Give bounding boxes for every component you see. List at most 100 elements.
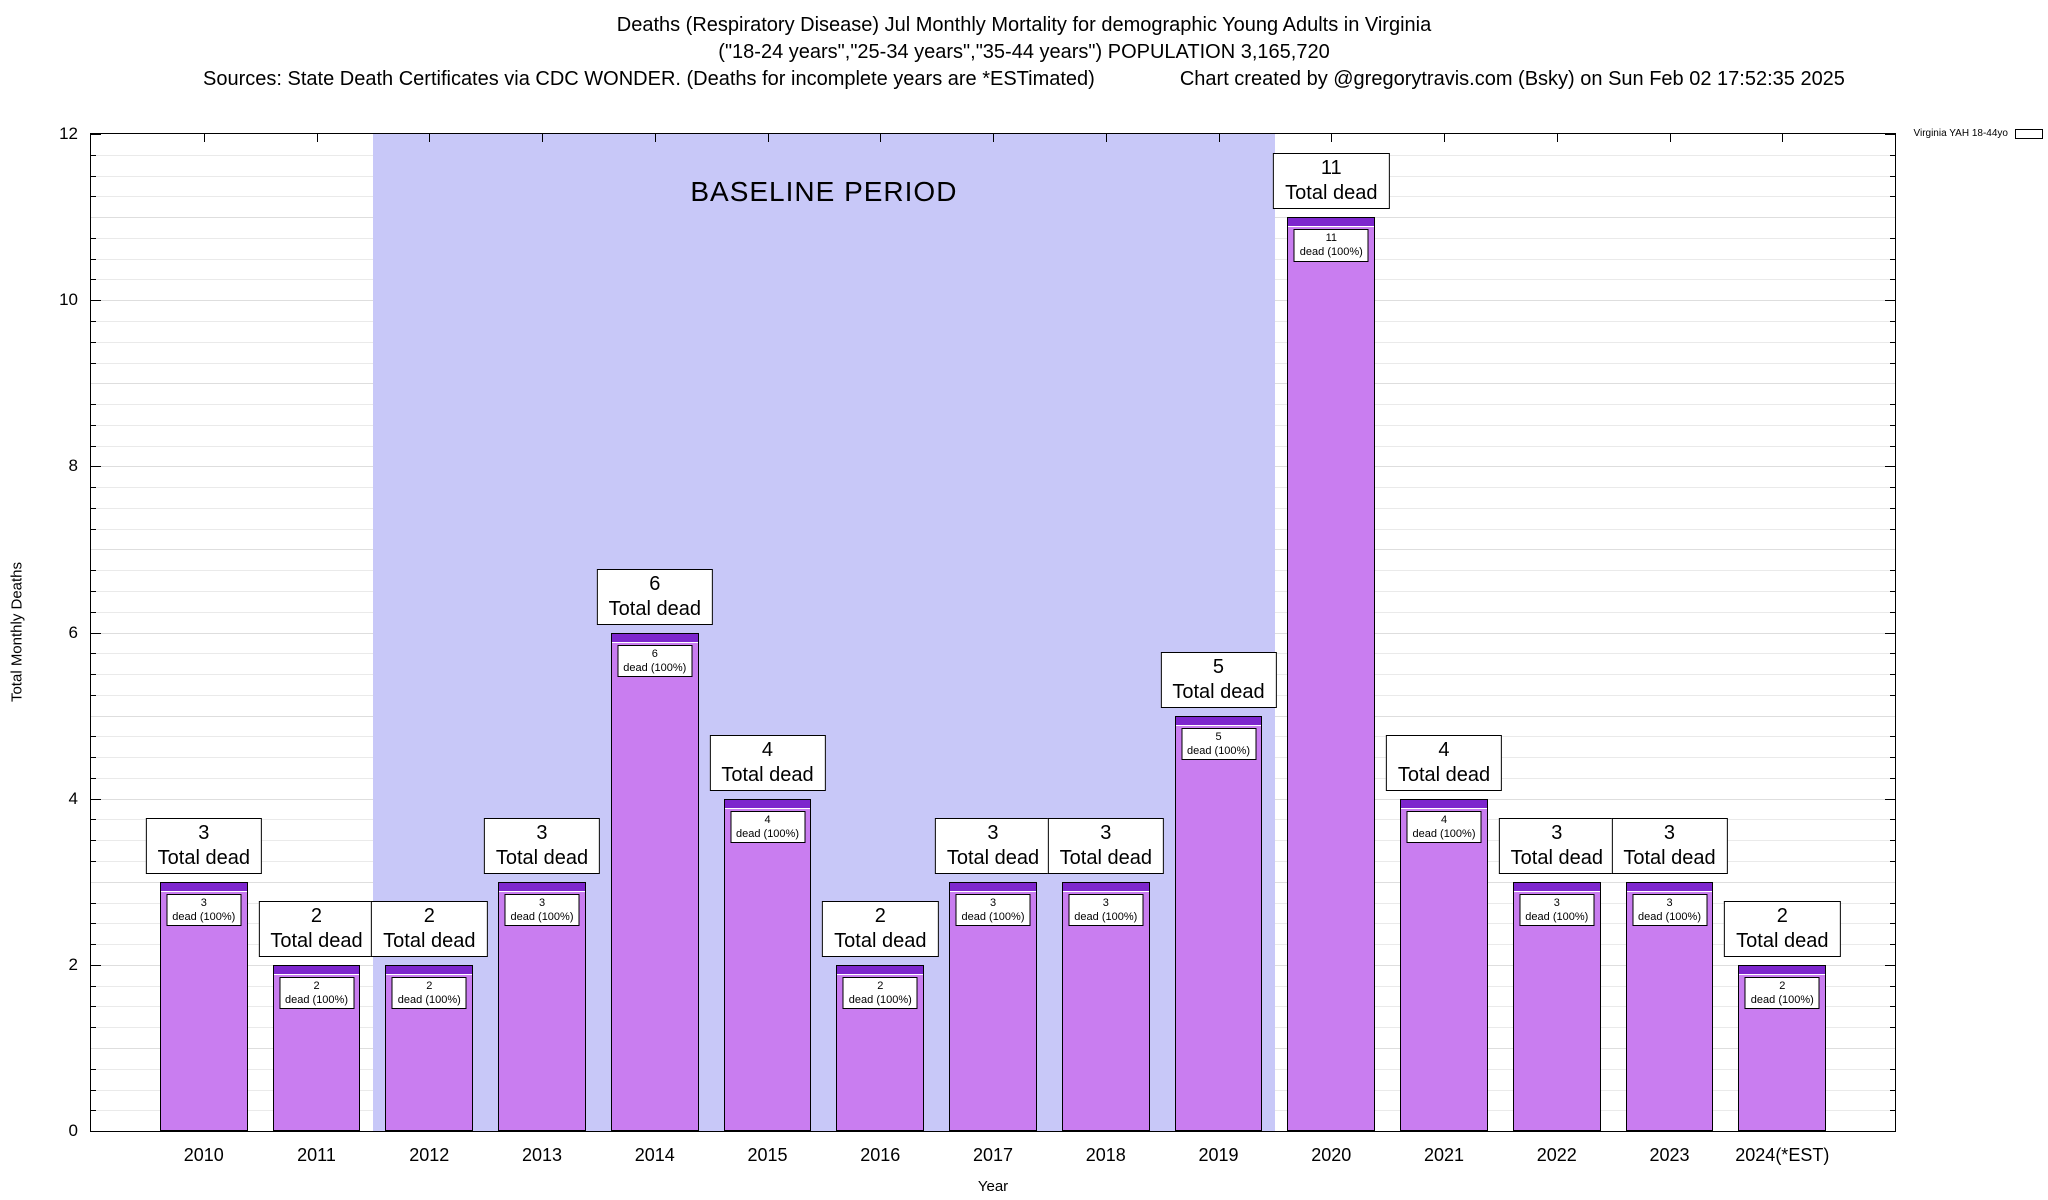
y-minor-tick bbox=[1890, 258, 1895, 260]
baseline-period-label: BASELINE PERIOD bbox=[690, 176, 958, 207]
y-tick-label: 10 bbox=[59, 290, 78, 310]
annotation-value: 3 bbox=[1102, 896, 1109, 909]
y-minor-tick bbox=[91, 570, 96, 572]
x-tick-label: 2012 bbox=[409, 1145, 450, 1165]
annotation-text: dead (100%) bbox=[1412, 827, 1476, 840]
annotation-value: 3 bbox=[536, 821, 548, 844]
x-tick-label: 2018 bbox=[1085, 1145, 1126, 1165]
y-minor-tick bbox=[91, 424, 96, 426]
chart-credit: Chart created by @gregorytravis.com (Bsk… bbox=[1179, 68, 1845, 90]
bar-inner-annotation: 11 dead (100%) bbox=[1293, 229, 1369, 262]
bar-cap bbox=[1062, 882, 1149, 892]
y-minor-tick bbox=[91, 591, 96, 592]
y-minor-tick bbox=[91, 196, 96, 198]
y-minor-tick bbox=[1890, 507, 1895, 509]
x-tick-label: 2024(*EST) bbox=[1735, 1145, 1830, 1165]
x-tick-label: 2014 bbox=[634, 1145, 675, 1165]
y-tick-label: 4 bbox=[68, 788, 78, 808]
annotation-value: 2 bbox=[1776, 904, 1788, 927]
y-tick-label: 6 bbox=[68, 622, 78, 642]
y-minor-tick bbox=[91, 694, 96, 696]
annotation-text: dead (100%) bbox=[1299, 246, 1363, 259]
bar-total-annotation: 6 Total dead bbox=[596, 568, 713, 625]
y-minor-tick bbox=[1890, 362, 1895, 364]
annotation-text: dead (100%) bbox=[510, 911, 574, 924]
bar-inner-annotation: 2 dead (100%) bbox=[1744, 976, 1820, 1010]
y-minor-tick bbox=[91, 175, 96, 177]
y-minor-tick bbox=[1890, 320, 1895, 322]
chart-sources: Sources: State Death Certificates via CD… bbox=[203, 68, 1095, 90]
bar-cap bbox=[1401, 799, 1487, 809]
x-tick-label: 2020 bbox=[1311, 1145, 1352, 1165]
x-tick bbox=[429, 134, 431, 142]
y-minor-tick bbox=[1890, 279, 1895, 281]
x-tick-label: 2011 bbox=[297, 1145, 336, 1165]
y-minor-tick bbox=[91, 341, 96, 343]
annotation-text: Total dead bbox=[1285, 182, 1378, 205]
y-tick bbox=[1885, 632, 1895, 634]
annotation-value: 3 bbox=[198, 821, 210, 844]
y-minor-tick bbox=[1890, 1006, 1895, 1008]
y-minor-tick bbox=[91, 279, 96, 281]
y-minor-tick bbox=[1890, 341, 1895, 343]
x-tick bbox=[1782, 134, 1784, 142]
y-tick-label: 0 bbox=[68, 1121, 78, 1140]
bar-total-annotation: 3 Total dead bbox=[1498, 817, 1615, 874]
bar-total-annotation: 2 Total dead bbox=[1724, 900, 1841, 957]
annotation-text: dead (100%) bbox=[1187, 744, 1250, 757]
annotation-text: dead (100%) bbox=[172, 911, 236, 924]
annotation-text: dead (100%) bbox=[623, 661, 687, 674]
x-tick-label: 2017 bbox=[972, 1145, 1014, 1165]
y-minor-tick bbox=[91, 736, 96, 738]
bar-total-annotation: 2 Total dead bbox=[258, 900, 375, 957]
y-minor-tick bbox=[91, 258, 96, 260]
y-tick bbox=[1885, 964, 1895, 966]
annotation-text: dead (100%) bbox=[736, 827, 799, 840]
y-minor-tick bbox=[1890, 944, 1895, 946]
y-minor-tick bbox=[91, 237, 96, 239]
annotation-text: Total dead bbox=[1736, 929, 1829, 952]
bar-inner-annotation: 2 dead (100%) bbox=[279, 976, 354, 1010]
bar-cap bbox=[1739, 965, 1826, 975]
bar-total-annotation: 3 Total dead bbox=[1047, 817, 1164, 874]
y-minor-tick bbox=[1890, 1068, 1895, 1070]
y-minor-tick bbox=[1890, 819, 1895, 821]
y-tick-label: 2 bbox=[68, 954, 78, 974]
y-tick bbox=[91, 964, 101, 966]
bar-cap bbox=[160, 882, 247, 892]
x-tick-label: 2019 bbox=[1198, 1145, 1239, 1165]
y-minor-tick bbox=[1890, 237, 1895, 239]
annotation-text: Total dead bbox=[1059, 846, 1152, 869]
y-minor-tick bbox=[1890, 424, 1895, 426]
x-tick bbox=[1331, 134, 1333, 142]
y-minor-tick bbox=[1890, 591, 1895, 592]
annotation-text: Total dead bbox=[1397, 763, 1491, 786]
bar-inner-annotation: 5 dead (100%) bbox=[1181, 727, 1256, 761]
annotation-text: dead (100%) bbox=[848, 994, 912, 1007]
y-minor-tick bbox=[91, 362, 96, 364]
bar-inner-annotation: 3 dead (100%) bbox=[1068, 893, 1144, 927]
bar-cap bbox=[273, 965, 360, 975]
chart-title-line1: Deaths (Respiratory Disease) Jul Monthly… bbox=[616, 14, 1432, 36]
chart-header: Deaths (Respiratory Disease) Jul Monthly… bbox=[0, 12, 2048, 93]
y-minor-tick bbox=[1890, 487, 1895, 489]
annotation-value: 4 bbox=[764, 813, 771, 826]
y-minor-tick bbox=[91, 611, 96, 613]
annotation-text: Total dead bbox=[1510, 846, 1603, 869]
y-tick bbox=[1885, 134, 1895, 135]
annotation-value: 3 bbox=[200, 896, 207, 909]
annotation-text: Total dead bbox=[721, 763, 814, 786]
y-tick bbox=[91, 300, 101, 302]
y-minor-tick bbox=[1890, 757, 1895, 759]
y-minor-tick bbox=[91, 528, 96, 530]
y-minor-tick bbox=[91, 1027, 96, 1029]
annotation-text: Total dead bbox=[157, 846, 250, 869]
bar-inner-annotation: 3 dead (100%) bbox=[1632, 893, 1707, 927]
annotation-value: 4 bbox=[1438, 738, 1450, 761]
annotation-text: Total dead bbox=[608, 597, 701, 620]
annotation-value: 3 bbox=[538, 896, 546, 909]
annotation-value: 4 bbox=[1440, 813, 1448, 826]
y-tick bbox=[91, 798, 101, 800]
bar-inner-annotation: 4 dead (100%) bbox=[730, 810, 805, 844]
bar-cap bbox=[386, 965, 473, 975]
